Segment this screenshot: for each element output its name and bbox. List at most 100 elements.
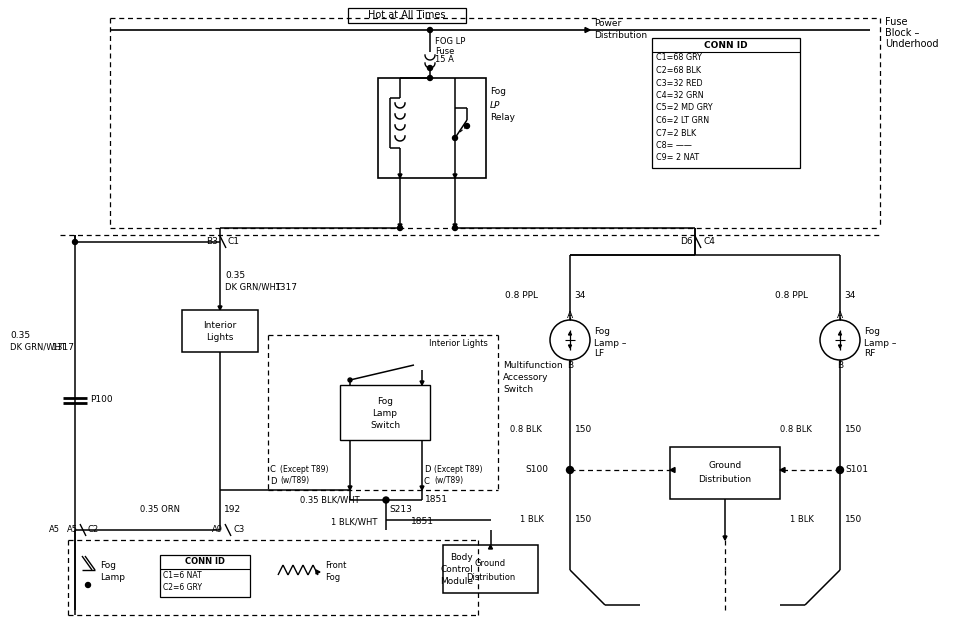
Text: Ground: Ground: [709, 461, 742, 469]
Text: C2: C2: [88, 525, 99, 535]
Text: Distribution: Distribution: [594, 30, 647, 40]
Text: Interior Lights: Interior Lights: [429, 338, 488, 348]
Text: Distribution: Distribution: [466, 573, 515, 581]
Text: C8= ——: C8= ——: [656, 141, 691, 150]
Text: C1=6 NAT: C1=6 NAT: [163, 571, 201, 579]
Text: 0.35 ORN: 0.35 ORN: [140, 505, 180, 515]
Text: 1 BLK: 1 BLK: [520, 515, 544, 525]
Bar: [348, 8, 466, 23]
Polygon shape: [488, 545, 492, 549]
Text: Body: Body: [451, 553, 473, 563]
Text: Accessory: Accessory: [503, 373, 549, 381]
Text: 0.8 PPL: 0.8 PPL: [775, 291, 808, 299]
Circle shape: [464, 124, 470, 129]
Polygon shape: [568, 345, 571, 348]
Text: C5=2 MD GRY: C5=2 MD GRY: [656, 104, 713, 112]
Text: C3=32 RED: C3=32 RED: [656, 78, 703, 88]
Text: Fuse: Fuse: [885, 17, 907, 27]
Polygon shape: [780, 468, 785, 473]
Text: C: C: [270, 466, 275, 474]
Circle shape: [86, 582, 91, 587]
Text: LP: LP: [490, 101, 501, 109]
Polygon shape: [839, 332, 842, 335]
Text: 1317: 1317: [275, 283, 298, 291]
Text: (Except T89): (Except T89): [280, 466, 328, 474]
Polygon shape: [420, 486, 424, 490]
Text: D6: D6: [681, 237, 693, 247]
Polygon shape: [585, 27, 590, 32]
Text: DK GRN/WHT: DK GRN/WHT: [10, 343, 65, 351]
Polygon shape: [670, 468, 675, 473]
Text: 1 BLK: 1 BLK: [790, 515, 814, 525]
Text: LF: LF: [594, 350, 604, 358]
Text: Interior: Interior: [203, 322, 237, 330]
Text: B: B: [837, 361, 844, 369]
Text: A9: A9: [212, 525, 223, 535]
Text: 192: 192: [224, 505, 241, 515]
Bar: [652, 38, 800, 168]
Text: C2=6 GRY: C2=6 GRY: [163, 582, 202, 591]
Text: 15 A: 15 A: [435, 55, 454, 65]
Polygon shape: [453, 224, 457, 228]
Text: RF: RF: [864, 350, 875, 358]
Circle shape: [428, 27, 432, 32]
Text: Front: Front: [325, 561, 347, 569]
Text: Block –: Block –: [885, 28, 920, 38]
Text: Ground: Ground: [475, 558, 507, 568]
Circle shape: [820, 320, 860, 360]
Text: (Except T89): (Except T89): [434, 466, 482, 474]
Text: A: A: [837, 312, 844, 320]
Text: B: B: [567, 361, 573, 369]
Text: 150: 150: [575, 425, 592, 435]
Text: Fog: Fog: [594, 327, 610, 337]
Text: C1: C1: [228, 237, 240, 247]
Text: Fog: Fog: [325, 573, 340, 581]
Text: Lamp: Lamp: [373, 409, 398, 417]
Text: Relay: Relay: [490, 114, 515, 122]
Text: Hot at All Times: Hot at All Times: [368, 10, 446, 20]
Text: A5: A5: [49, 525, 60, 535]
Text: 34: 34: [844, 291, 855, 299]
Text: Underhood: Underhood: [885, 39, 939, 49]
Polygon shape: [568, 332, 571, 335]
Text: Lights: Lights: [206, 333, 234, 343]
Bar: [340, 385, 430, 440]
Text: S100: S100: [525, 466, 548, 474]
Circle shape: [428, 65, 432, 71]
Polygon shape: [453, 174, 457, 178]
Bar: [443, 545, 538, 593]
Text: 0.8 BLK: 0.8 BLK: [510, 425, 542, 435]
Circle shape: [837, 466, 844, 473]
Text: 0.35: 0.35: [10, 330, 30, 340]
Text: B3: B3: [206, 237, 218, 247]
Text: 1851: 1851: [425, 496, 448, 504]
Bar: [378, 78, 486, 178]
Circle shape: [453, 135, 457, 140]
Text: Distribution: Distribution: [698, 474, 751, 484]
Polygon shape: [218, 306, 222, 310]
Text: 0.8 BLK: 0.8 BLK: [780, 425, 812, 435]
Circle shape: [348, 378, 352, 382]
Text: Switch: Switch: [503, 384, 534, 394]
Text: A5: A5: [67, 525, 78, 535]
Polygon shape: [398, 174, 402, 178]
Text: S101: S101: [845, 466, 868, 474]
Text: C6=2 LT GRN: C6=2 LT GRN: [656, 116, 709, 125]
Text: Module: Module: [440, 578, 473, 586]
Text: Switch: Switch: [370, 420, 400, 430]
Text: (w/T89): (w/T89): [280, 476, 309, 486]
Text: 0.35: 0.35: [225, 271, 246, 279]
Polygon shape: [723, 536, 727, 540]
Polygon shape: [398, 224, 402, 228]
Circle shape: [383, 497, 389, 503]
Polygon shape: [420, 381, 424, 385]
Circle shape: [453, 225, 457, 230]
Text: 150: 150: [575, 515, 592, 525]
Circle shape: [72, 240, 77, 245]
Text: 150: 150: [845, 515, 862, 525]
Polygon shape: [316, 570, 320, 574]
Text: 1 BLK/WHT: 1 BLK/WHT: [331, 517, 377, 527]
Circle shape: [566, 466, 574, 473]
Text: 0.8 PPL: 0.8 PPL: [505, 291, 538, 299]
Text: Control: Control: [440, 566, 473, 574]
